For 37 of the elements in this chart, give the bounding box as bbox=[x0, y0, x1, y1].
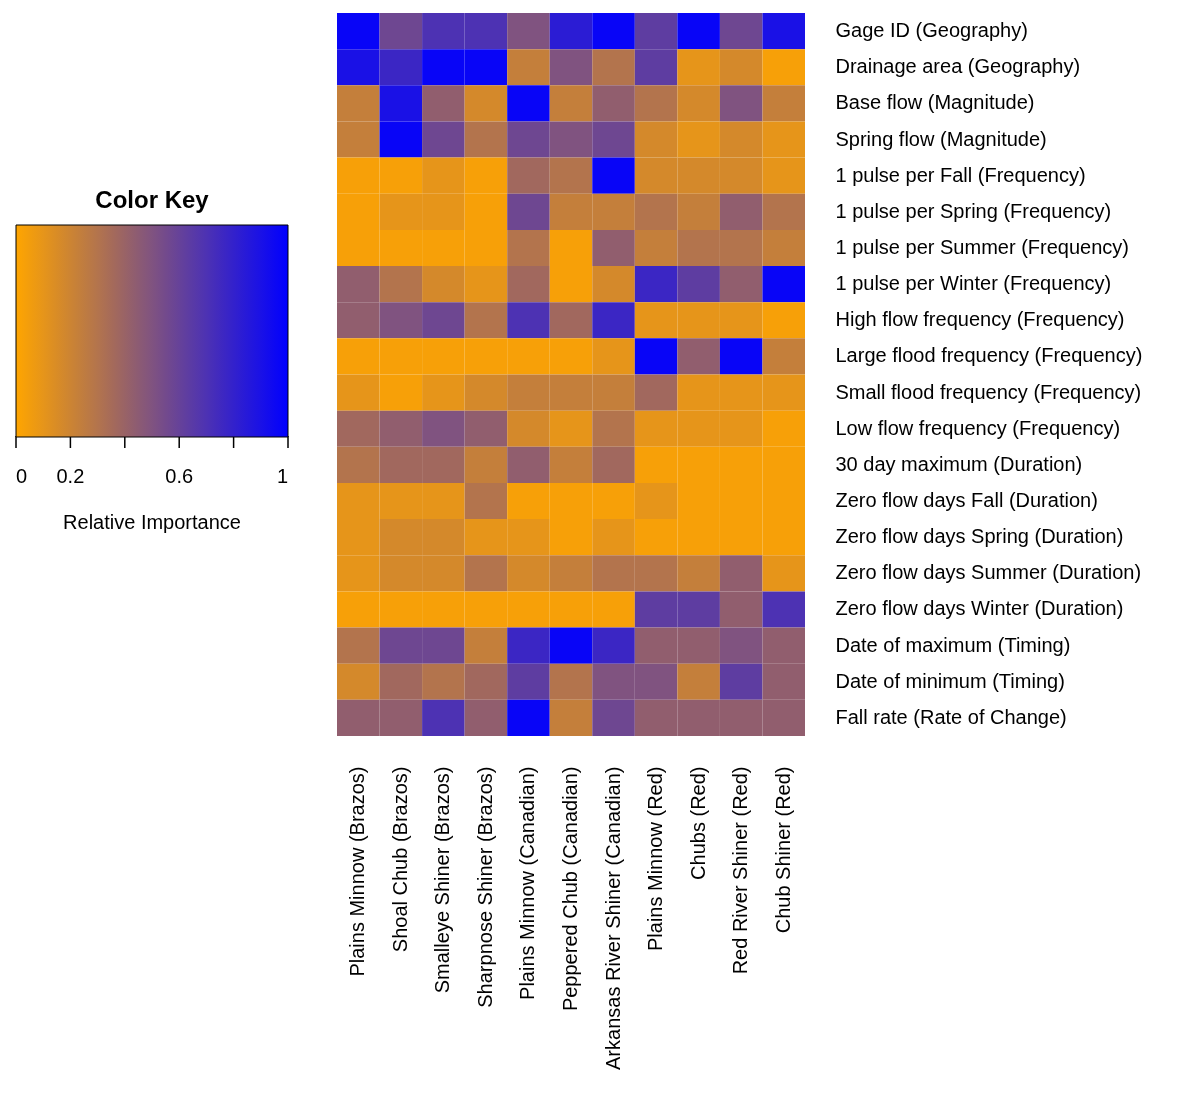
y-tick-label: Drainage area (Geography) bbox=[835, 55, 1081, 78]
x-tick-label: Plains Minnow (Brazos) bbox=[346, 766, 369, 977]
y-tick-label: Spring flow (Magnitude) bbox=[835, 127, 1047, 150]
x-tick-label: Red River Shiner (Red) bbox=[729, 766, 752, 975]
x-tick-label: Plains Minnow (Red) bbox=[644, 766, 667, 952]
y-tick-label: 1 pulse per Summer (Frequency) bbox=[835, 235, 1129, 258]
y-tick-label: Zero flow days Spring (Duration) bbox=[835, 525, 1124, 548]
y-tick-label: Zero flow days Winter (Duration) bbox=[835, 597, 1124, 620]
y-tick-label: 1 pulse per Fall (Frequency) bbox=[835, 163, 1086, 186]
x-tick-label: Peppered Chub (Canadian) bbox=[559, 766, 581, 1012]
color-bar-label: 0.6 bbox=[165, 465, 194, 487]
y-tick-label: Zero flow days Fall (Duration) bbox=[835, 489, 1098, 512]
y-tick-label: 1 pulse per Spring (Frequency) bbox=[835, 199, 1112, 222]
y-tick-label: 30 day maximum (Duration) bbox=[835, 452, 1083, 475]
y-tick-label: Zero flow days Summer (Duration) bbox=[835, 561, 1142, 584]
y-tick-label: Date of maximum (Timing) bbox=[835, 633, 1071, 656]
x-tick-label: Sharpnose Shiner (Brazos) bbox=[473, 766, 496, 1008]
y-tick-label: Date of minimum (Timing) bbox=[835, 669, 1065, 692]
legend-title: Color Key bbox=[95, 186, 210, 213]
y-tick-label: Large flood frequency (Frequency) bbox=[835, 344, 1143, 367]
y-tick-label: High flow frequency (Frequency) bbox=[835, 308, 1125, 331]
y-tick-label: Gage ID (Geography) bbox=[835, 19, 1028, 42]
y-tick-label: Small flood frequency (Frequency) bbox=[835, 380, 1142, 403]
y-tick-label: 1 pulse per Winter (Frequency) bbox=[835, 272, 1112, 295]
color-bar-label: 0.2 bbox=[56, 465, 85, 487]
color-bar-label: 1 bbox=[276, 465, 288, 487]
color-bar-title: Relative Importance bbox=[63, 511, 241, 533]
color-bar-label: 0 bbox=[16, 465, 28, 487]
y-tick-label: Low flow frequency (Frequency) bbox=[835, 416, 1121, 439]
x-tick-label: Arkansas River Shiner (Canadian) bbox=[601, 766, 624, 1070]
x-tick-label: Smalleye Shiner (Brazos) bbox=[431, 766, 454, 994]
y-tick-label: Base flow (Magnitude) bbox=[835, 91, 1035, 114]
x-tick-label: Chub Shiner (Red) bbox=[771, 766, 794, 934]
x-tick-label: Shoal Chub (Brazos) bbox=[388, 766, 411, 953]
y-tick-label: Fall rate (Rate of Change) bbox=[835, 705, 1067, 728]
x-tick-label: Plains Minnow (Canadian) bbox=[516, 766, 539, 1000]
x-tick-label: Chubs (Red) bbox=[686, 766, 709, 880]
